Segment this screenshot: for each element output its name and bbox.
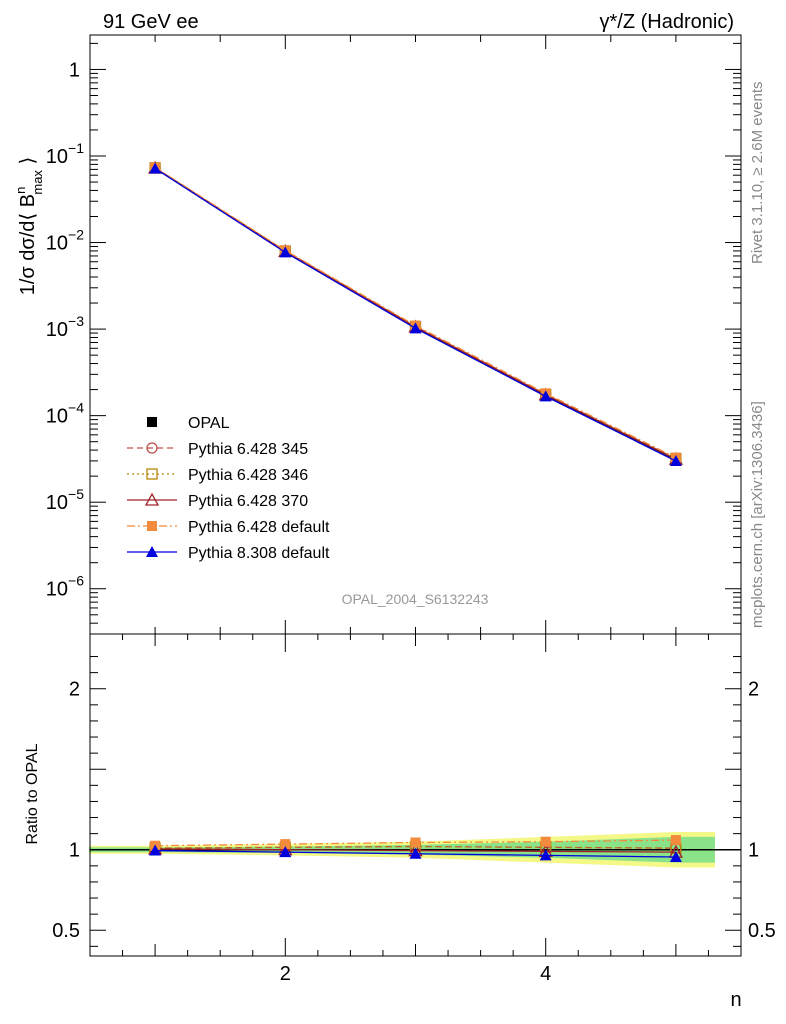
main-plot-area: 1 10−1 10−2 10−3 10−4 10−5 10−6 [46, 34, 742, 635]
main-ylabel: 1/σ dσ/d⟨ Bn max ⟩ [13, 157, 45, 296]
data-point [669, 455, 682, 467]
ratio-plot-area: 2 2 1 1 0.5 0.5 2 4 [52, 633, 776, 985]
series-line [154, 167, 677, 460]
series-line [154, 167, 677, 461]
ratio-data-point [670, 835, 681, 846]
series-line [154, 166, 677, 459]
data-point [279, 246, 292, 258]
legend-label: Pythia 6.428 default [188, 519, 330, 536]
legend-marker [146, 546, 158, 557]
ratio-data-point [409, 847, 422, 859]
series-line [154, 167, 677, 460]
legend-label: Pythia 6.428 370 [188, 493, 308, 510]
ratio-ylabel: Ratio to OPAL [24, 743, 41, 844]
data-point [409, 322, 422, 334]
y-tick-label: 10−4 [46, 400, 84, 428]
y-tick-label: 10−2 [46, 227, 84, 255]
x-axis-label: n [730, 989, 741, 1011]
y-tick-label-right: 2 [748, 679, 759, 701]
data-point [539, 390, 552, 402]
series-line [154, 167, 677, 462]
x-tick-label: 2 [280, 963, 291, 985]
ratio-data-point [539, 849, 552, 861]
plot-title-right: γ*/Z (Hadronic) [600, 11, 734, 33]
ratio-data-point [410, 837, 421, 848]
analysis-watermark: OPAL_2004_S6132243 [342, 591, 489, 607]
legend-marker [147, 417, 157, 427]
legend: OPAL Pythia 6.428 345 Pythia 6.428 346 Pyth… [127, 415, 330, 562]
y-tick-label-right: 1 [748, 840, 759, 862]
y-tick-label: 10−3 [46, 313, 84, 341]
ratio-data-point [540, 836, 551, 847]
legend-label: Pythia 6.428 345 [188, 441, 308, 458]
legend-label: OPAL [188, 415, 230, 432]
y-tick-label: 10−1 [46, 140, 84, 168]
rivet-version-label: Rivet 3.1.10, ≥ 2.6M events [749, 82, 766, 265]
series-line [154, 167, 677, 460]
legend-marker [146, 442, 158, 454]
plot-title-left: 91 GeV ee [103, 11, 199, 33]
y-tick-label: 10−5 [46, 486, 84, 514]
data-point [149, 162, 162, 174]
y-tick-label-left: 2 [69, 679, 80, 701]
legend-marker [146, 468, 158, 480]
ratio-data-point [279, 846, 292, 858]
y-tick-label: 10−6 [46, 573, 84, 601]
ratio-data-point [280, 839, 291, 850]
legend-label: Pythia 6.428 346 [188, 467, 308, 484]
y-tick-label-left: 1 [69, 840, 80, 862]
mcplots-label: mcplots.cern.ch [arXiv:1306.3436] [749, 401, 766, 628]
ratio-frame [89, 633, 742, 957]
ratio-data-point [149, 844, 162, 856]
ratio-data-point [669, 850, 682, 862]
y-tick-label-left: 0.5 [52, 920, 80, 942]
legend-label: Pythia 8.308 default [188, 545, 330, 562]
x-tick-label: 4 [540, 963, 551, 985]
y-tick-label-right: 0.5 [748, 920, 776, 942]
legend-marker [147, 521, 157, 531]
y-tick-label: 1 [69, 59, 80, 81]
legend-marker [144, 492, 160, 506]
